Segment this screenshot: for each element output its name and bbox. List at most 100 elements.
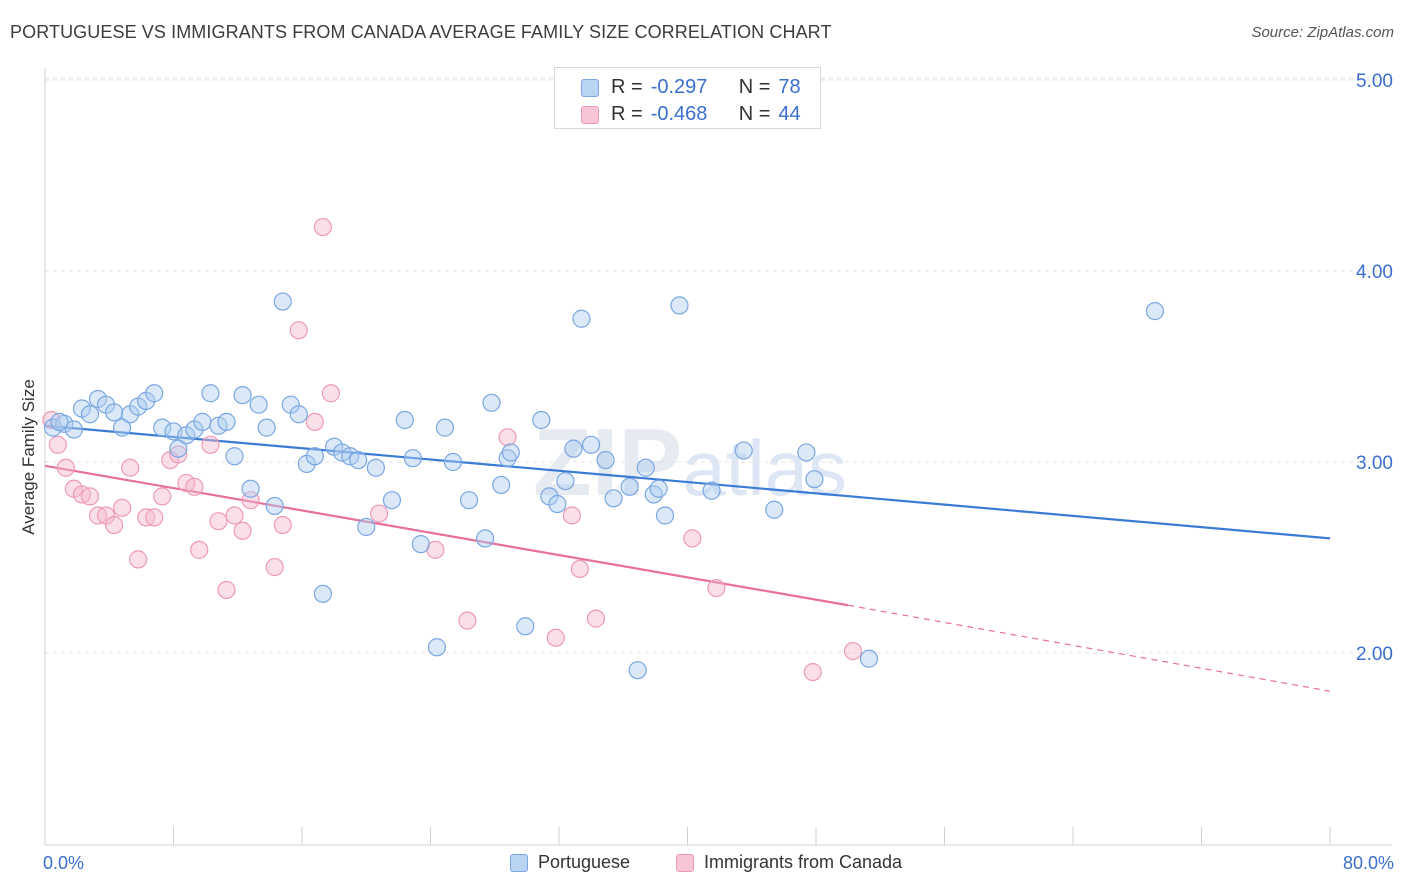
legend-label-portuguese: Portuguese	[538, 852, 631, 872]
point-portuguese	[403, 449, 422, 468]
point-canada	[265, 557, 284, 577]
point-canada	[683, 529, 702, 548]
point-portuguese	[636, 458, 655, 477]
point-canada	[843, 641, 863, 661]
point-portuguese	[382, 491, 402, 510]
point-portuguese	[572, 309, 591, 328]
point-portuguese	[217, 412, 236, 431]
point-canada	[321, 384, 341, 403]
point-portuguese	[357, 517, 376, 537]
point-canada	[190, 540, 209, 559]
portuguese-r-value: -0.297	[650, 76, 708, 98]
y-tick-label: 5.00	[1356, 71, 1393, 92]
y-tick-label: 3.00	[1356, 453, 1393, 474]
point-portuguese	[548, 494, 567, 514]
point-portuguese	[556, 472, 575, 491]
point-portuguese	[313, 584, 332, 603]
point-portuguese	[765, 500, 784, 519]
point-portuguese	[64, 420, 84, 439]
point-portuguese	[649, 479, 668, 498]
point-portuguese	[492, 475, 511, 495]
point-canada	[80, 487, 100, 506]
point-portuguese	[582, 435, 601, 454]
point-canada	[707, 578, 726, 598]
point-portuguese	[145, 384, 164, 403]
trend-line-portuguese	[44, 424, 1331, 540]
trend-line-canada	[44, 464, 849, 607]
point-canada	[185, 477, 204, 496]
canada-r-label: R =	[611, 103, 643, 125]
point-portuguese	[265, 496, 284, 516]
point-portuguese	[564, 439, 583, 458]
legend-item-canada[interactable]: Immigrants from Canada	[676, 852, 902, 873]
point-portuguese	[702, 481, 721, 500]
point-canada	[129, 550, 148, 569]
y-tick-label: 4.00	[1356, 262, 1393, 283]
point-portuguese	[655, 506, 675, 525]
point-canada	[313, 217, 332, 237]
point-canada	[112, 498, 132, 517]
legend-swatch-portuguese	[510, 853, 528, 872]
chart-title: PORTUGUESE VS IMMIGRANTS FROM CANADA AVE…	[10, 22, 832, 42]
point-portuguese	[532, 410, 551, 430]
point-canada	[209, 512, 228, 531]
point-portuguese	[797, 443, 816, 462]
y-axis-label: Average Family Size	[19, 379, 38, 535]
point-canada	[104, 515, 124, 535]
portuguese-r-label: R =	[611, 76, 643, 98]
point-canada	[546, 628, 565, 647]
point-portuguese	[349, 450, 368, 470]
portuguese-n-value: 78	[778, 76, 801, 98]
point-portuguese	[604, 489, 623, 508]
point-canada	[562, 506, 581, 525]
point-portuguese	[193, 412, 212, 431]
point-portuguese	[249, 395, 268, 414]
point-portuguese	[1145, 302, 1165, 321]
point-portuguese	[459, 491, 479, 510]
point-portuguese	[153, 418, 172, 437]
point-canada	[289, 321, 308, 340]
point-portuguese	[225, 447, 244, 466]
point-portuguese	[628, 661, 647, 680]
point-portuguese	[169, 439, 188, 458]
point-portuguese	[501, 443, 520, 462]
point-canada	[201, 435, 220, 454]
point-portuguese	[411, 535, 430, 554]
point-portuguese	[50, 412, 69, 431]
point-portuguese	[305, 447, 324, 466]
point-portuguese	[734, 441, 753, 460]
point-canada	[370, 504, 389, 523]
point-portuguese	[233, 386, 252, 405]
point-canada	[458, 611, 477, 630]
x-tick-label-min: 0.0%	[43, 853, 84, 873]
point-portuguese	[112, 418, 132, 437]
point-portuguese	[596, 450, 615, 470]
legend-item-portuguese[interactable]: Portuguese	[510, 852, 630, 873]
portuguese-swatch	[581, 78, 599, 97]
series-legend: Portuguese Immigrants from Canada	[0, 852, 1406, 878]
point-portuguese	[80, 405, 100, 424]
point-canada	[586, 609, 606, 628]
point-portuguese	[257, 418, 276, 437]
point-portuguese	[241, 479, 260, 498]
point-portuguese	[482, 393, 501, 412]
point-canada	[56, 458, 75, 477]
canada-n-label: N =	[738, 103, 771, 125]
legend-label-canada: Immigrants from Canada	[704, 852, 903, 872]
point-canada	[233, 521, 252, 540]
source-label: Source: ZipAtlas.com	[1251, 24, 1394, 41]
point-portuguese	[366, 458, 385, 477]
point-portuguese	[201, 384, 220, 403]
stats-legend: R = -0.297 N = 78 R = -0.468 N = 44	[554, 67, 821, 129]
point-canada	[217, 580, 236, 600]
point-portuguese	[104, 403, 124, 422]
point-canada	[803, 662, 822, 682]
point-canada	[498, 428, 517, 447]
point-canada	[570, 559, 589, 579]
point-portuguese	[435, 418, 455, 437]
portuguese-n-label: N =	[738, 76, 771, 98]
canada-n-value: 44	[778, 103, 801, 125]
point-portuguese	[620, 477, 639, 496]
point-portuguese	[670, 296, 689, 315]
